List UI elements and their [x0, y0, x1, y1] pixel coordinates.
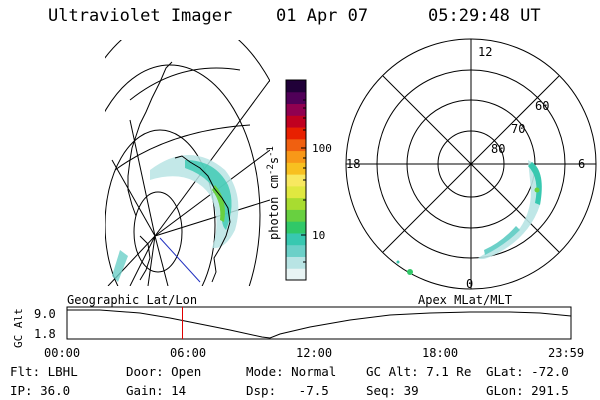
meridian-line: [154, 199, 270, 237]
info-flt: Flt: LBHL: [10, 364, 78, 379]
alt-plot-frame: [66, 306, 572, 340]
color-bar-segment: [286, 115, 306, 128]
meridian-line: [129, 119, 156, 237]
color-bar-segment: [286, 268, 306, 281]
info-glon: GLon: 291.5: [486, 383, 569, 398]
header: Ultraviolet Imager 01 Apr 07 05:29:48 UT: [0, 6, 600, 30]
meridian-line: [147, 235, 156, 286]
color-bar-tick-10: 10: [312, 229, 325, 242]
x-tick-1800: 18:00: [422, 346, 458, 360]
lat-circle: [133, 191, 183, 273]
color-bar-tick-100: 100: [312, 142, 332, 155]
lat-circle: [105, 64, 261, 286]
mlt-label-12: 12: [478, 45, 492, 59]
geo-lat-lon-label: Geographic Lat/Lon: [67, 293, 197, 307]
mlt-label-18: 18: [346, 157, 360, 171]
lat-circle: [105, 129, 216, 286]
aurora-geo: [112, 155, 239, 282]
coastline: [127, 61, 231, 283]
color-bar-segment: [286, 197, 306, 210]
info-door: Door: Open: [126, 364, 202, 379]
color-bar-segment: [286, 185, 306, 199]
info-glat: GLat: -72.0: [486, 364, 569, 379]
aurora-polar: [396, 160, 542, 275]
x-tick-0000: 00:00: [44, 346, 80, 360]
info-ip: IP: 36.0: [10, 383, 71, 398]
color-bar-segment: [286, 162, 306, 175]
meridian-line: [154, 79, 270, 237]
mlt-label-0: 0: [466, 277, 473, 291]
date-label: 01 Apr 07: [276, 6, 369, 26]
color-bar-segment: [286, 103, 306, 116]
lat-label-70: 70: [511, 122, 525, 136]
color-bar-segment: [286, 209, 306, 222]
lat-arc: [129, 67, 241, 101]
info-dsp: Dsp: -7.5: [246, 383, 329, 398]
apex-mlat-mlt-label: Apex MLat/MLT: [418, 293, 512, 307]
x-tick-1200: 12:00: [296, 346, 332, 360]
color-bar-ticks: [301, 99, 306, 263]
color-bar-segment: [286, 174, 306, 187]
terminator-line: [159, 237, 201, 283]
mlt-label-6: 6: [578, 157, 585, 171]
info-seq: Seq: 39: [366, 383, 419, 398]
info-gcalt: GC Alt: 7.1 Re: [366, 364, 472, 379]
color-bar-unit: photon cm-2s-1: [266, 146, 281, 240]
gc-alt-curve: [67, 309, 572, 339]
mlt-diagonal: [382, 75, 560, 253]
meridian-line: [154, 235, 169, 286]
color-bar-scale: [286, 80, 306, 281]
instrument-title: Ultraviolet Imager: [48, 6, 233, 26]
color-bar-segment: [286, 127, 306, 140]
alt-ylabel: GC Alt: [12, 308, 25, 348]
time-label: 05:29:48 UT: [428, 6, 541, 26]
alt-y-top: 9.0: [34, 307, 56, 321]
x-tick-0600: 06:00: [170, 346, 206, 360]
x-tick-2359: 23:59: [548, 346, 584, 360]
color-bar-segment: [286, 91, 306, 105]
color-bar-segment: [286, 150, 306, 163]
info-mode: Mode: Normal: [246, 364, 337, 379]
lat-label-80: 80: [491, 142, 505, 156]
color-bar-segment: [286, 244, 306, 257]
lat-arc: [114, 124, 251, 171]
alt-y-bottom: 1.8: [34, 327, 56, 341]
color-bar-segment: [286, 80, 306, 93]
color-bar-segment: [286, 256, 306, 269]
info-gain: Gain: 14: [126, 383, 187, 398]
meridian-line: [129, 235, 156, 286]
color-bar-segment: [286, 221, 306, 234]
lat-label-60: 60: [535, 99, 549, 113]
color-bar-segment: [286, 232, 306, 246]
meridian-line: [111, 159, 156, 237]
info-panel: Flt: LBHL Door: Open Mode: Normal GC Alt…: [0, 364, 600, 400]
